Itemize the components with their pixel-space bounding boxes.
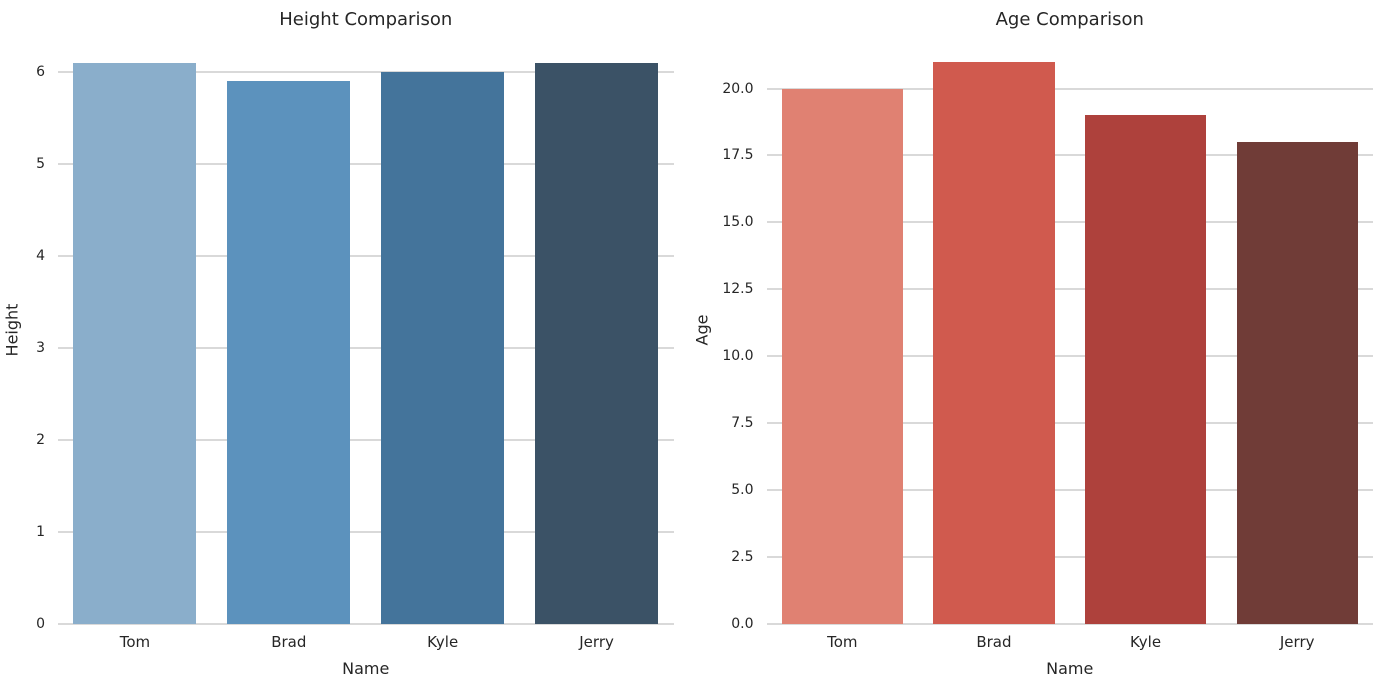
gridline	[766, 87, 1373, 90]
y-tick-label: 4	[36, 247, 45, 264]
y-tick-label: 3	[36, 339, 45, 356]
y-tick-label: 6	[36, 63, 45, 80]
y-tick-label: 2	[36, 431, 45, 448]
x-axis-label: Name	[1046, 659, 1094, 678]
x-tick-label: Tom	[119, 633, 151, 651]
x-tick-label: Kyle	[427, 633, 459, 651]
gridline	[766, 623, 1373, 625]
gridline	[58, 254, 674, 257]
bar	[1084, 115, 1207, 624]
bar	[535, 62, 659, 624]
bar	[933, 61, 1055, 624]
gridline	[766, 355, 1373, 358]
gridline	[58, 162, 674, 165]
gridline	[58, 346, 674, 349]
chart-title: Age Comparison	[995, 9, 1144, 30]
y-tick-label: 2.5	[731, 549, 754, 566]
x-tick-label: Tom	[827, 633, 858, 651]
y-tick-label: 12.5	[722, 281, 754, 298]
x-axis-label: Name	[342, 659, 390, 678]
gridline	[766, 221, 1373, 224]
bar	[381, 71, 505, 624]
bar	[1236, 142, 1358, 624]
gridline	[766, 154, 1373, 157]
y-tick-label: 5	[36, 155, 45, 172]
gridline	[766, 556, 1373, 559]
gridline	[766, 489, 1373, 492]
y-tick-label: 17.5	[722, 147, 754, 164]
bar	[781, 88, 903, 624]
chart-title: Height Comparison	[279, 9, 453, 30]
gridline	[766, 288, 1373, 291]
y-tick-label: 0.0	[731, 616, 754, 632]
y-tick-label: 1	[36, 523, 45, 540]
gridline	[766, 422, 1373, 425]
x-tick-label: Jerry	[1279, 633, 1315, 651]
y-tick-label: 0	[36, 616, 45, 632]
chart-height-comparison: Height Comparison Height 0 1 2 3 4 5 6 Tom Brad K…	[2, 9, 674, 678]
gridline	[58, 438, 674, 441]
plot-area: 0 1 2 3 4 5 6 Tom Brad Kyle Jerry	[36, 35, 674, 650]
x-tick-label: Jerry	[579, 633, 614, 651]
bar	[227, 81, 351, 624]
y-tick-label: 5.0	[731, 482, 754, 499]
x-tick-label: Brad	[271, 633, 307, 651]
y-axis-label: Height	[2, 303, 22, 357]
y-tick-label: 10.0	[722, 348, 754, 365]
gridline	[58, 623, 674, 625]
chart-age-comparison: Age Comparison Age 0.0 2.5 5.0 7.5 10.0 12.5 1…	[692, 0, 1389, 690]
bar	[73, 62, 197, 624]
y-tick-label: 7.5	[731, 415, 754, 432]
x-tick-label: Kyle	[1130, 633, 1162, 651]
y-tick-label: 15.0	[722, 214, 754, 231]
gridline	[58, 530, 674, 533]
y-axis-label: Age	[692, 314, 711, 346]
y-tick-label: 20.0	[722, 80, 754, 97]
plot-area: 0.0 2.5 5.0 7.5 10.0 12.5 15.0 17.5 20.0 Tom Brad K…	[722, 35, 1373, 650]
x-tick-label: Brad	[976, 633, 1012, 651]
gridline	[58, 70, 674, 73]
